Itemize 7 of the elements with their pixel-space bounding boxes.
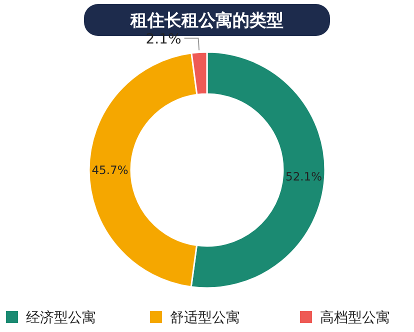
data-label: 45.7% (92, 162, 128, 177)
chart-title: 租住长租公寓的类型 (130, 11, 284, 31)
data-label: 2.1% (146, 31, 182, 48)
data-label: 52.1% (286, 170, 322, 184)
legend-label: 经济型公寓 (26, 310, 96, 326)
legend-label: 高档型公寓 (320, 310, 390, 326)
legend-label: 舒适型公寓 (170, 310, 240, 326)
